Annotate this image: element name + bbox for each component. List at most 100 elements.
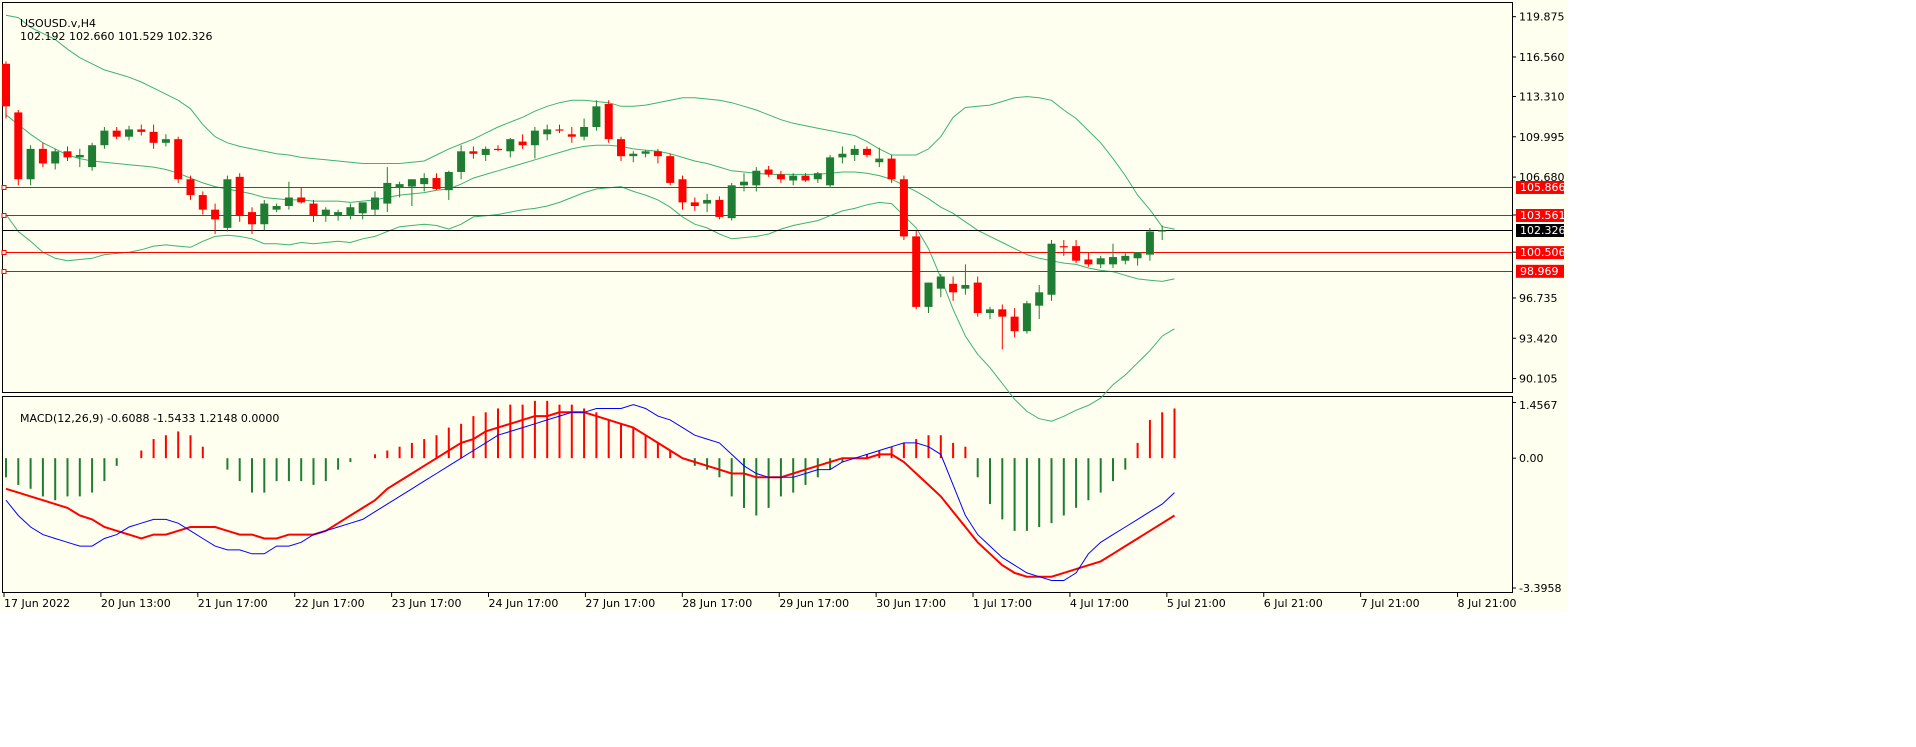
candle-body [838,153,847,158]
price-pane-frame [2,2,1513,393]
candle-body [2,63,10,107]
macd-signal-line [5,411,1176,578]
candle-body [1035,292,1044,306]
candle-body [653,151,662,157]
macd-main-line [5,404,1175,581]
candle-body [776,174,785,180]
candle-body [272,206,281,210]
candle-body [248,212,256,225]
candle-body [543,129,552,135]
time-axis-label: 24 Jun 17:00 [489,597,559,610]
candle-body [813,173,822,180]
candle-body [88,145,97,168]
time-axis-label: 20 Jun 13:00 [101,597,171,610]
bollinger-lower-line [5,186,1175,422]
candle-body [198,195,207,210]
price-axis-label: 119.875 [1519,11,1565,24]
candle-body [998,309,1007,317]
candle-body [26,148,35,180]
bollinger-upper-line [5,14,1175,230]
time-axis-label: 28 Jun 17:00 [682,597,752,610]
candle-body [211,209,220,220]
candle-body [235,176,244,216]
time-axis-label: 6 Jul 21:00 [1264,597,1323,610]
macd-header: MACD(12,26,9) -0.6088 -1.5433 1.2148 0.0… [6,399,279,438]
candle-body [678,179,687,203]
candle-body [100,130,109,146]
candle-body [973,282,982,313]
candle-body [752,170,761,186]
bollinger-middle-line [5,114,1175,282]
candle-body [592,106,601,127]
candle-body [506,139,515,152]
candle-body [1084,259,1093,265]
candle-body [604,103,613,140]
candle-body [112,130,121,137]
candle-body [223,179,232,228]
candle-body [629,153,638,157]
symbol-label: USOUSD.v,H4 [20,17,96,30]
candle-body [1022,303,1031,332]
time-axis-label: 7 Jul 21:00 [1361,597,1420,610]
chart-canvas[interactable]: 119.875 116.560 113.310 109.995 106.680 103.5… [0,0,1568,612]
macd-axis-label: 0.00 [1519,452,1544,465]
candle-body [358,202,367,214]
macd-axis-label: -3.3958 [1519,582,1561,595]
price-tag-label: 105.866 [1520,181,1566,194]
candle-body [1121,255,1130,261]
macd-pane-frame [2,396,1513,593]
candle-body [715,199,724,217]
candle-body [863,148,871,155]
time-axis-label: 5 Jul 21:00 [1167,597,1226,610]
candle-body [1096,258,1105,265]
candle-body [14,112,23,180]
candle-body [469,151,478,154]
candle-body [174,139,183,180]
price-axis-label: 93.420 [1519,332,1558,345]
candle-body [666,156,675,183]
candle-body [555,129,564,131]
price-layer [1,14,1512,422]
candle-body [801,175,810,181]
price-axis-label: 113.310 [1519,90,1565,103]
candle-body [420,178,429,185]
candle-body [1072,246,1081,261]
time-axis-label: 4 Jul 17:00 [1070,597,1129,610]
candle-body [986,309,994,313]
candle-body [186,179,195,196]
price-tag [1516,224,1564,238]
candle-body [764,169,773,175]
price-header: USOUSD.v,H4 102.192 102.660 101.529 102.… [6,4,212,56]
price-axis-label: 90.105 [1519,373,1558,386]
time-axis-label: 8 Jul 21:00 [1458,597,1517,610]
macd-label: MACD(12,26,9) -0.6088 -1.5433 1.2148 0.0… [20,412,280,425]
candle-body [789,175,798,181]
candle-body [125,129,133,137]
candle-body [617,139,625,157]
candle-body [875,158,884,163]
price-tag [1516,180,1564,194]
candle-body [297,197,306,203]
price-tag-label: 102.326 [1520,224,1566,237]
time-axis-label: 21 Jun 17:00 [198,597,268,610]
candle-body [481,148,490,155]
chart-window[interactable]: 119.875 116.560 113.310 109.995 106.680 103.5… [0,0,1568,612]
candle-body [75,154,84,158]
candle-body [641,151,650,154]
candle-body [444,171,453,191]
candle-body [432,178,441,189]
candle-body [1145,231,1154,255]
candle-body [567,134,576,137]
candle-body [887,158,896,180]
candle-body [826,157,835,186]
candle-body [949,283,958,293]
price-tag [1516,264,1564,278]
candle-body [149,131,158,143]
price-axis-label: 106.680 [1519,171,1565,184]
candle-body [580,126,589,137]
time-axis-label: 23 Jun 17:00 [392,597,462,610]
candle-body [936,276,945,289]
level-line-handle [1,269,7,274]
price-tag-label: 100.506 [1520,246,1566,259]
time-axis-label: 30 Jun 17:00 [876,597,946,610]
